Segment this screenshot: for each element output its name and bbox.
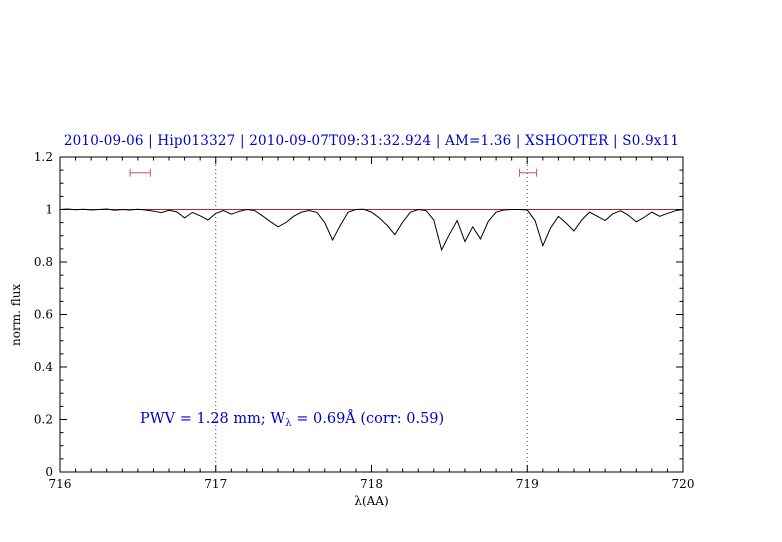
- annotation-lambda-subscript: λ: [285, 418, 292, 429]
- y-tick-label: 1: [45, 203, 53, 217]
- y-tick-label: 0: [45, 465, 53, 479]
- y-tick-label: 0.4: [34, 360, 53, 374]
- x-tick-label: 718: [360, 477, 383, 491]
- pwv-annotation: PWV = 1.28 mm; Wλ = 0.69Å (corr: 0.59): [140, 411, 444, 429]
- annotation-suffix: = 0.69Å (corr: 0.59): [291, 411, 445, 427]
- x-axis-label: λ(AA): [354, 494, 389, 508]
- x-tick-label: 717: [204, 477, 227, 491]
- y-tick-label: 0.6: [34, 308, 53, 322]
- x-tick-label: 720: [672, 477, 695, 491]
- annotation-prefix: PWV = 1.28 mm; W: [140, 411, 286, 427]
- x-tick-label: 719: [516, 477, 539, 491]
- y-axis-label: norm. flux: [9, 283, 23, 346]
- x-tick-label: 716: [49, 477, 72, 491]
- y-tick-label: 1.2: [34, 150, 53, 164]
- y-tick-label: 0.2: [34, 413, 53, 427]
- spectrum-line: [59, 208, 684, 252]
- y-tick-label: 0.8: [34, 255, 53, 269]
- chart-title: 2010-09-06 | Hip013327 | 2010-09-07T09:3…: [63, 133, 680, 149]
